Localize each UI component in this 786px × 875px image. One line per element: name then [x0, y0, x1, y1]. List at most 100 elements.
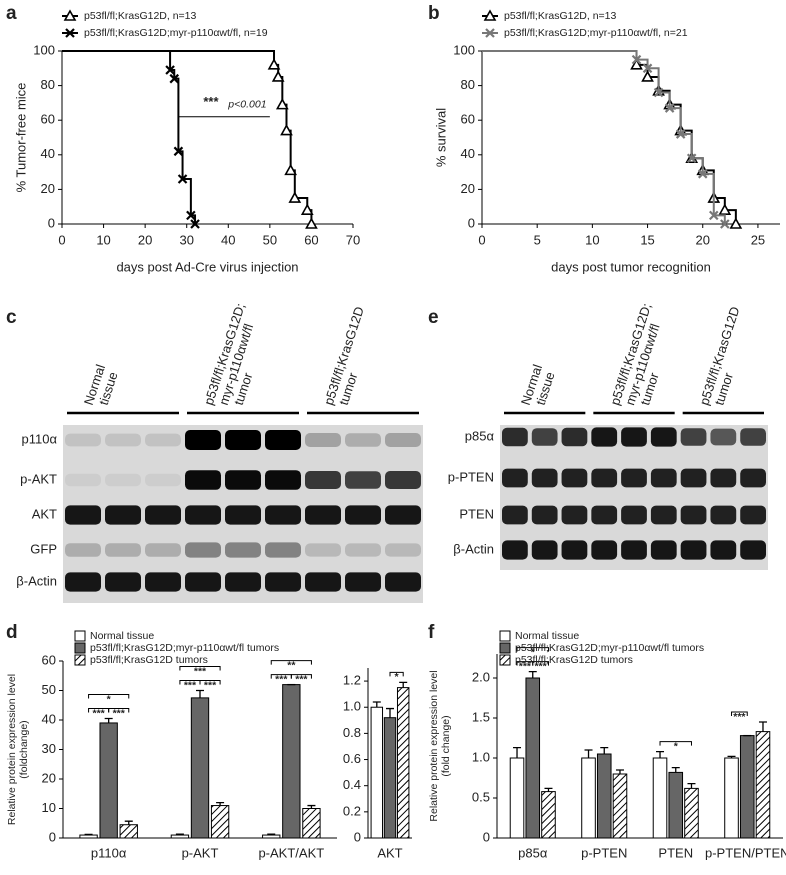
blot-band	[621, 427, 647, 447]
blot-band	[561, 427, 588, 447]
y-tick-label: 60	[42, 652, 56, 667]
blot-band	[680, 468, 707, 488]
blot-band	[145, 543, 181, 557]
marker	[686, 153, 697, 164]
y-tick-label: 100	[33, 42, 55, 57]
legend-label: p53fl/fl;KrasG12D;myr-p110αwt/fl, n=19	[84, 27, 268, 39]
error-bar	[758, 721, 767, 732]
bar	[190, 697, 210, 839]
legend-swatch	[74, 654, 86, 666]
x-tick-label: 40	[221, 232, 235, 247]
blot-band	[740, 540, 766, 560]
y-tick-label: 50	[42, 682, 56, 697]
significance-stars: ***	[275, 673, 288, 685]
y-axis-label: Relative protein expression level	[6, 674, 18, 825]
significance-stars: ***	[733, 711, 746, 723]
bar	[652, 757, 668, 839]
marker	[173, 146, 184, 157]
error-bar	[671, 766, 680, 773]
blot-band	[65, 572, 101, 592]
y-tick-label: 60	[461, 112, 475, 127]
marker	[169, 73, 180, 84]
x-axis-label: days post tumor recognition	[551, 259, 711, 274]
y-tick-label: 20	[42, 770, 56, 785]
marker	[300, 203, 314, 215]
bar	[509, 757, 525, 839]
x-tick-label: p-PTEN/PTEN	[705, 845, 786, 860]
y-tick-label: 0	[483, 829, 490, 844]
blot-band	[65, 433, 101, 447]
marker	[642, 63, 653, 74]
error-bar	[372, 701, 381, 708]
bar	[596, 753, 612, 839]
blot-band	[591, 505, 618, 525]
blot-band	[185, 470, 221, 490]
x-tick-label: 50	[263, 232, 277, 247]
blot-band	[225, 470, 261, 490]
y-tick-label: 100	[453, 42, 475, 57]
y-tick-label: 80	[461, 77, 475, 92]
survival-line	[482, 50, 726, 224]
x-tick-label: 10	[585, 232, 599, 247]
y-tick-label: 0.8	[343, 725, 361, 740]
bar	[612, 773, 628, 839]
significance-stars: ***	[113, 707, 126, 719]
significance-bracket	[516, 647, 549, 652]
marker	[65, 28, 75, 38]
blot-band	[502, 505, 528, 525]
blot-row-label: GFP	[30, 541, 57, 556]
blot-band	[710, 540, 737, 560]
y-axis-label: % survival	[433, 108, 448, 167]
blot-band	[345, 433, 381, 447]
blot-band	[145, 505, 181, 525]
y-tick-label: 1.0	[343, 699, 361, 714]
x-tick-label: 5	[534, 232, 541, 247]
blot-band	[621, 505, 647, 525]
y-tick-label: 2.0	[472, 669, 490, 684]
legend-swatch	[74, 630, 86, 642]
x-tick-label: 20	[138, 232, 152, 247]
blot-band	[305, 505, 341, 525]
y-tick-label: 10	[42, 800, 56, 815]
marker	[483, 9, 497, 21]
y-tick-label: 0	[49, 829, 56, 844]
marker	[729, 217, 743, 229]
error-bar	[399, 681, 408, 688]
significance-bracket	[88, 694, 130, 699]
bar	[170, 834, 190, 839]
p-value: p<0.001	[227, 99, 266, 111]
bar	[525, 677, 541, 839]
blot-band	[680, 505, 707, 525]
legend-swatch	[499, 654, 511, 666]
error-bar	[386, 707, 394, 718]
blot-band	[225, 572, 261, 592]
panel-letter: a	[6, 3, 17, 24]
significance-stars: *	[107, 693, 112, 705]
legend-label: p53fl/fl;KrasG12D;myr-p110αwt/fl tumors	[90, 642, 279, 654]
legend-swatch	[74, 642, 86, 654]
x-tick-label: 10	[96, 232, 110, 247]
x-tick-label: 25	[751, 232, 765, 247]
significance-stars: *	[395, 671, 400, 683]
x-tick-label: 20	[696, 232, 710, 247]
blot-band	[561, 505, 588, 525]
significance-stars: *	[531, 646, 536, 658]
marker	[630, 58, 643, 70]
bar	[79, 834, 98, 839]
x-tick-label: AKT	[377, 845, 402, 860]
survival-line	[482, 50, 737, 224]
blot-band	[105, 473, 141, 487]
blot-band	[385, 433, 421, 447]
blot-band	[265, 430, 301, 450]
blot-band	[502, 540, 528, 560]
marker	[631, 54, 642, 65]
legend-label: p53fl/fl;KrasG12D;myr-p110αwt/fl, n=21	[504, 27, 688, 39]
blot-band	[65, 505, 101, 525]
blot-band	[680, 540, 707, 560]
bar	[282, 684, 301, 839]
bar	[262, 834, 281, 839]
y-tick-label: 1.2	[343, 673, 361, 688]
error-bar	[513, 746, 522, 758]
y-tick-label: 20	[461, 181, 475, 196]
marker	[63, 9, 77, 21]
